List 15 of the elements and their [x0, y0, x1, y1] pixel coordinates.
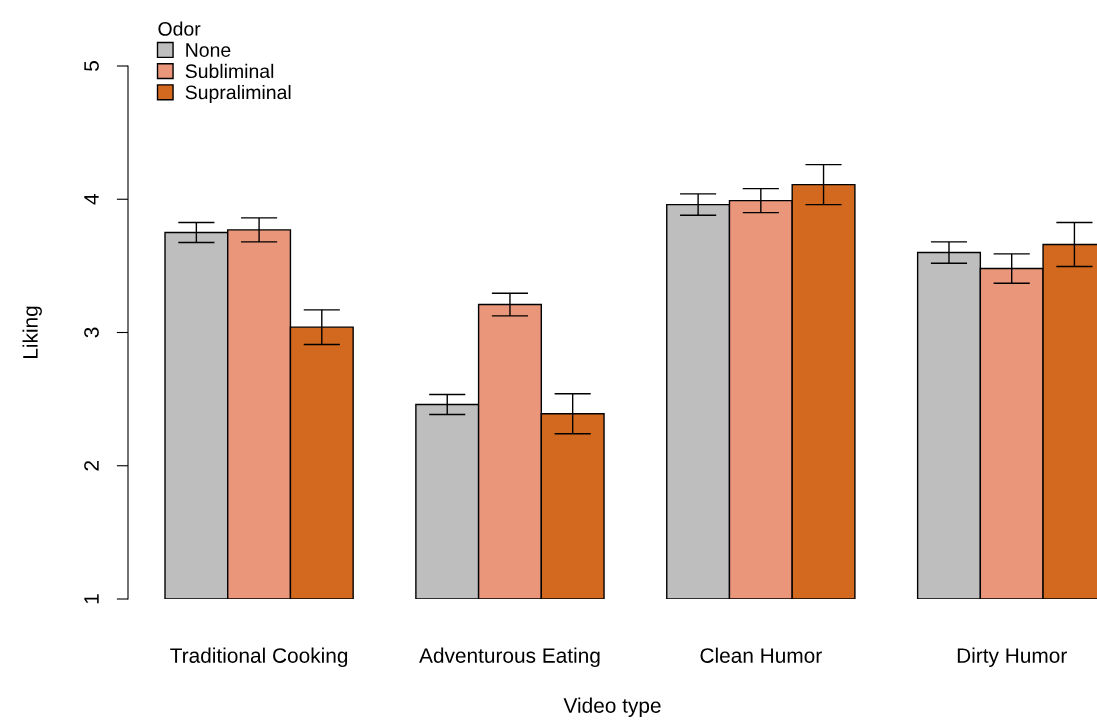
- y-tick-label: 3: [84, 327, 99, 338]
- legend-label: None: [186, 43, 231, 57]
- x-tick-label: Dirty Humor: [957, 647, 1067, 668]
- y-tick-label: 1: [84, 594, 99, 604]
- x-tick-label: Clean Humor: [700, 647, 822, 663]
- x-axis-title: Video type: [563, 697, 661, 718]
- y-tick-label: 5: [84, 61, 99, 71]
- y-tick-label: 2: [84, 461, 99, 471]
- y-axis-title: Liking: [22, 306, 42, 359]
- x-tick-label: Traditional Cooking: [170, 647, 348, 668]
- x-tick-label: Adventurous Eating: [419, 647, 600, 668]
- legend-label: Subliminal: [185, 63, 274, 79]
- legend-title: Odor: [158, 21, 201, 36]
- legend-label: Supraliminal: [185, 84, 291, 104]
- y-tick-label: 4: [84, 194, 99, 205]
